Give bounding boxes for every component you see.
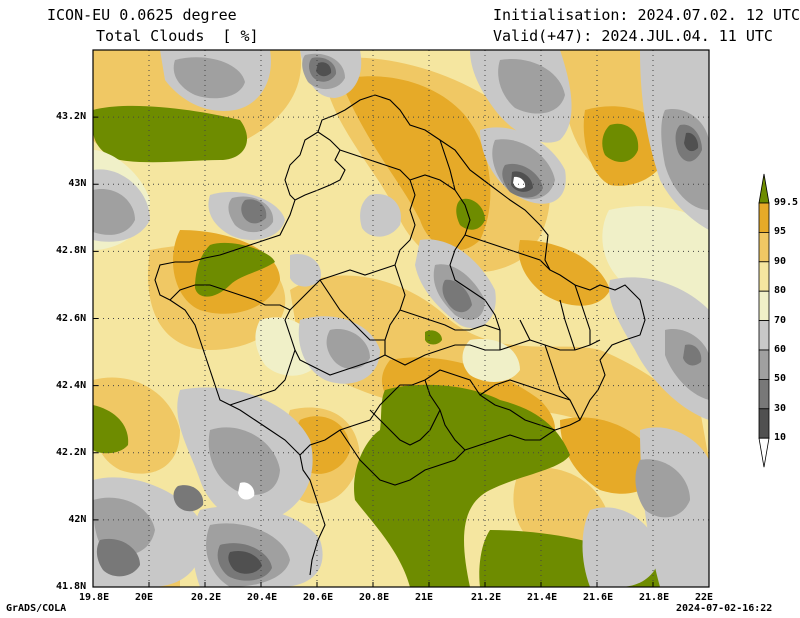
colorbar-segment: [758, 231, 770, 263]
colorbar-label: 10: [774, 432, 787, 444]
lat-tick-label: 42.8N: [56, 245, 87, 257]
lat-tick-label: 42N: [68, 513, 87, 525]
plot-frame: [92, 49, 710, 588]
colorbar-segment: [758, 349, 770, 380]
lon-tick-label: 21.6E: [583, 592, 614, 603]
colorbar-segment: [758, 202, 770, 233]
colorbar-label: 30: [774, 402, 787, 414]
lat-tick-label: 43N: [68, 178, 87, 190]
lat-tick-label: 42.4N: [56, 379, 87, 391]
colorbar-label: 90: [774, 255, 787, 267]
colorbar-label: 95: [774, 226, 787, 238]
colorbar-segment: [758, 378, 770, 410]
lon-tick-label: 19.8E: [79, 592, 110, 603]
lon-tick-label: 20.4E: [247, 592, 278, 603]
valid-time: Valid(+47): 2024.JUL.04. 11 UTC: [493, 27, 773, 45]
lon-tick-label: 21.2E: [471, 592, 502, 603]
field-title: Total Clouds [ %]: [96, 27, 259, 45]
footer-credit: GrADS/COLA: [6, 603, 67, 614]
lon-tick-label: 20.6E: [303, 592, 334, 603]
colorbar-label: 99.5: [774, 197, 799, 208]
country-borders: [154, 94, 646, 576]
model-title: ICON-EU 0.0625 degree: [47, 6, 237, 24]
colorbar-label: 80: [774, 285, 787, 297]
init-time: Initialisation: 2024.07.02. 12 UTC: [493, 6, 800, 24]
lat-tick-label: 43.2N: [56, 111, 87, 123]
colorbar-label: 60: [774, 344, 787, 355]
colorbar-label: 50: [774, 373, 787, 385]
lon-tick-label: 20.8E: [359, 592, 390, 603]
colorbar-segment: [758, 290, 770, 322]
colorbar-segment: [758, 261, 770, 292]
colorbar-label: 70: [774, 314, 787, 326]
cloud-field: [93, 50, 709, 587]
colorbar: [758, 173, 770, 468]
lon-tick-label: 20.2E: [191, 592, 222, 603]
lat-tick-label: 41.8N: [56, 581, 87, 592]
lat-tick-label: 42.2N: [56, 446, 87, 458]
colorbar-segment: [758, 320, 770, 351]
lon-tick-label: 20E: [135, 592, 154, 603]
colorbar-segment: [758, 408, 770, 439]
lon-tick-label: 22E: [695, 592, 714, 603]
lon-tick-label: 21E: [415, 592, 434, 603]
lon-tick-label: 21.4E: [527, 592, 558, 603]
colorbar-bottom-arrow: [758, 437, 770, 468]
colorbar-top-arrow: [758, 173, 770, 204]
lat-tick-label: 42.6N: [56, 312, 87, 324]
footer-timestamp: 2024-07-02-16:22: [676, 603, 773, 614]
lon-tick-label: 21.8E: [639, 592, 670, 603]
